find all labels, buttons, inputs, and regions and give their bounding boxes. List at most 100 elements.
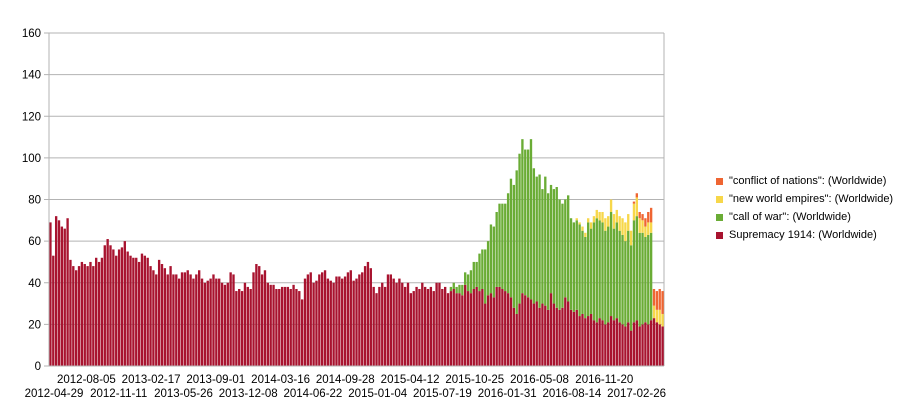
- bar-s0-169: [532, 303, 536, 366]
- bar-s0-32: [140, 253, 144, 366]
- bar-s1-209: [647, 234, 650, 325]
- bar-s0-182: [569, 309, 573, 366]
- x-tick-label-row1-1: 2013-02-17: [122, 374, 181, 386]
- bar-s1-156: [495, 211, 498, 287]
- bar-s1-185: [578, 224, 581, 317]
- y-tick-label-60: 60: [28, 236, 41, 248]
- bar-s0-57: [212, 274, 215, 366]
- bar-s2-209: [647, 222, 650, 235]
- bar-s0-84: [289, 288, 292, 366]
- bar-s0-59: [218, 278, 221, 366]
- bar-s0-104: [346, 272, 350, 366]
- bar-s0-122: [398, 278, 401, 366]
- bar-s0-109: [361, 272, 364, 366]
- bar-s1-181: [567, 195, 570, 302]
- bar-s0-44: [175, 274, 178, 366]
- bar-s0-15: [92, 266, 95, 366]
- bar-s1-173: [544, 176, 547, 306]
- bar-s0-151: [481, 288, 484, 366]
- bar-s0-10: [77, 266, 81, 366]
- bar-s0-133: [429, 286, 433, 366]
- bar-s2-212: [655, 309, 659, 323]
- bar-s0-74: [260, 274, 264, 366]
- bar-s0-83: [286, 286, 290, 366]
- x-tick-label-row2-7: 2016-01-31: [478, 388, 537, 400]
- bar-s0-170: [535, 301, 538, 366]
- bar-s0-108: [358, 274, 361, 366]
- bar-s0-212: [655, 322, 659, 366]
- bar-s0-63: [229, 272, 232, 366]
- bar-s0-189: [589, 313, 593, 366]
- bar-s2-210: [649, 222, 653, 233]
- bar-s1-200: [621, 234, 624, 325]
- legend-label-new-world-empires: "new world empires": (Worldwide): [729, 193, 894, 205]
- bar-s0-132: [426, 288, 430, 366]
- bar-s0-153: [486, 295, 490, 366]
- bar-s1-155: [492, 226, 495, 298]
- bar-s0-96: [323, 270, 327, 366]
- bar-s0-90: [306, 274, 310, 366]
- bar-s3-209: [647, 211, 650, 223]
- bar-s0-165: [521, 293, 524, 366]
- bar-s1-189: [589, 228, 593, 314]
- bar-s0-25: [120, 247, 124, 366]
- bar-s0-49: [189, 274, 192, 366]
- x-tick-label-row2-4: 2014-06-22: [283, 388, 342, 400]
- bar-s0-31: [137, 261, 141, 366]
- bar-s0-71: [252, 272, 255, 366]
- legend-label-call-of-war: "call of war": (Worldwide): [729, 211, 851, 223]
- bar-s0-140: [449, 291, 453, 366]
- bar-s0-174: [546, 309, 550, 366]
- legend-swatch-new-world-empires: [716, 195, 723, 203]
- bar-s0-191: [595, 322, 598, 366]
- bar-s0-85: [292, 284, 295, 366]
- bar-s0-22: [112, 249, 115, 366]
- bar-s1-174: [546, 193, 550, 310]
- bar-s0-193: [601, 320, 604, 366]
- x-tick-label-row2-0: 2012-04-29: [25, 388, 84, 400]
- bar-s0-128: [415, 286, 418, 366]
- legend-label-supremacy-1914: Supremacy 1914: (Worldwide): [729, 229, 877, 241]
- bar-s0-196: [609, 316, 613, 366]
- bar-s1-149: [475, 261, 478, 287]
- bar-s0-2: [54, 216, 58, 366]
- bar-s0-126: [409, 293, 413, 366]
- bar-s1-194: [604, 230, 607, 325]
- bar-s0-161: [509, 297, 513, 366]
- bar-s1-192: [598, 220, 601, 319]
- bar-s0-201: [624, 326, 627, 366]
- bar-s0-89: [303, 278, 307, 366]
- bar-s0-69: [246, 286, 249, 366]
- bar-s0-60: [220, 282, 224, 366]
- legend-item-supremacy-1914: Supremacy 1914: (Worldwide): [716, 226, 893, 244]
- bar-s1-170: [535, 176, 538, 302]
- bar-s2-199: [618, 216, 621, 231]
- bar-s0-107: [355, 278, 358, 366]
- bar-s0-172: [541, 303, 544, 366]
- bar-s1-161: [509, 178, 513, 298]
- bar-s0-116: [381, 282, 384, 366]
- bar-s0-80: [278, 288, 281, 366]
- bar-s1-205: [635, 216, 638, 321]
- bar-s0-163: [515, 313, 518, 366]
- bar-s0-199: [618, 322, 621, 366]
- bar-s0-97: [326, 278, 330, 366]
- bar-s0-184: [575, 309, 578, 366]
- bar-s0-92: [312, 282, 315, 366]
- bar-s0-81: [280, 286, 284, 366]
- y-tick-label-120: 120: [22, 111, 41, 123]
- bar-s0-68: [243, 282, 247, 366]
- bar-s0-24: [117, 249, 121, 366]
- bar-s0-129: [418, 288, 421, 366]
- bar-s0-152: [484, 303, 487, 366]
- bar-s3-207: [641, 214, 644, 221]
- bar-s0-127: [412, 291, 415, 366]
- bar-s0-180: [564, 297, 567, 366]
- bar-s0-177: [555, 307, 558, 366]
- bar-s0-173: [544, 305, 547, 366]
- bar-s0-76: [266, 282, 269, 366]
- bar-s0-0: [49, 222, 52, 366]
- x-tick-label-row2-2: 2013-05-26: [154, 388, 213, 400]
- bar-s1-201: [624, 241, 627, 327]
- bar-s1-179: [561, 203, 564, 308]
